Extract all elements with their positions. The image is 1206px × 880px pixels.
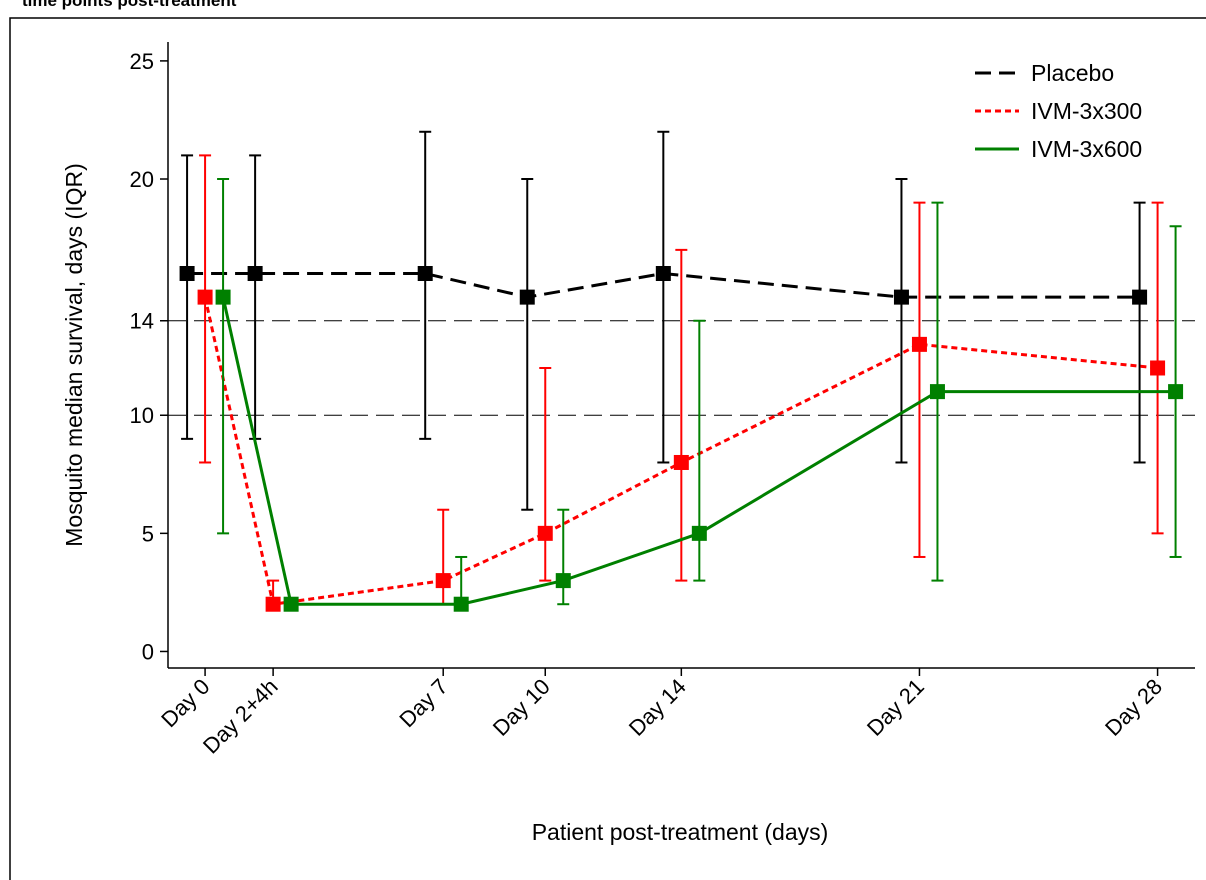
marker bbox=[453, 596, 469, 612]
marker bbox=[197, 289, 213, 305]
y-tick-label: 10 bbox=[130, 403, 154, 428]
marker bbox=[929, 384, 945, 400]
marker bbox=[265, 596, 281, 612]
marker bbox=[1168, 384, 1184, 400]
marker bbox=[417, 266, 433, 282]
marker bbox=[537, 525, 553, 541]
marker bbox=[655, 266, 671, 282]
x-tick-label: Day 21 bbox=[862, 674, 929, 741]
frame bbox=[9, 17, 1206, 880]
y-tick-label: 0 bbox=[142, 639, 154, 664]
x-axis-label: Patient post-treatment (days) bbox=[532, 819, 829, 845]
marker bbox=[247, 266, 263, 282]
y-tick-label: 20 bbox=[130, 167, 154, 192]
y-tick-label: 14 bbox=[130, 309, 154, 334]
chart-title: time points post-treatment bbox=[22, 0, 237, 10]
x-tick-label: Day 0 bbox=[156, 674, 214, 732]
x-tick-label: Day 10 bbox=[488, 674, 555, 741]
marker bbox=[555, 573, 571, 589]
legend-label: Placebo bbox=[1031, 60, 1114, 86]
marker bbox=[1132, 289, 1148, 305]
x-tick-label: Day 7 bbox=[394, 674, 452, 732]
marker bbox=[691, 525, 707, 541]
marker bbox=[519, 289, 535, 305]
marker bbox=[283, 596, 299, 612]
y-tick-label: 25 bbox=[130, 49, 154, 74]
marker bbox=[893, 289, 909, 305]
marker bbox=[215, 289, 231, 305]
y-tick-label: 5 bbox=[142, 521, 154, 546]
marker bbox=[435, 573, 451, 589]
marker bbox=[1150, 360, 1166, 376]
x-tick-label: Day 28 bbox=[1100, 674, 1167, 741]
marker bbox=[911, 336, 927, 352]
y-axis-label: Mosquito median survival, days (IQR) bbox=[61, 163, 87, 546]
x-tick-label: Day 2+4h bbox=[198, 674, 283, 759]
legend-label: IVM-3x300 bbox=[1031, 98, 1142, 124]
marker bbox=[179, 266, 195, 282]
x-tick-label: Day 14 bbox=[624, 674, 691, 741]
legend-label: IVM-3x600 bbox=[1031, 136, 1142, 162]
marker bbox=[673, 454, 689, 470]
